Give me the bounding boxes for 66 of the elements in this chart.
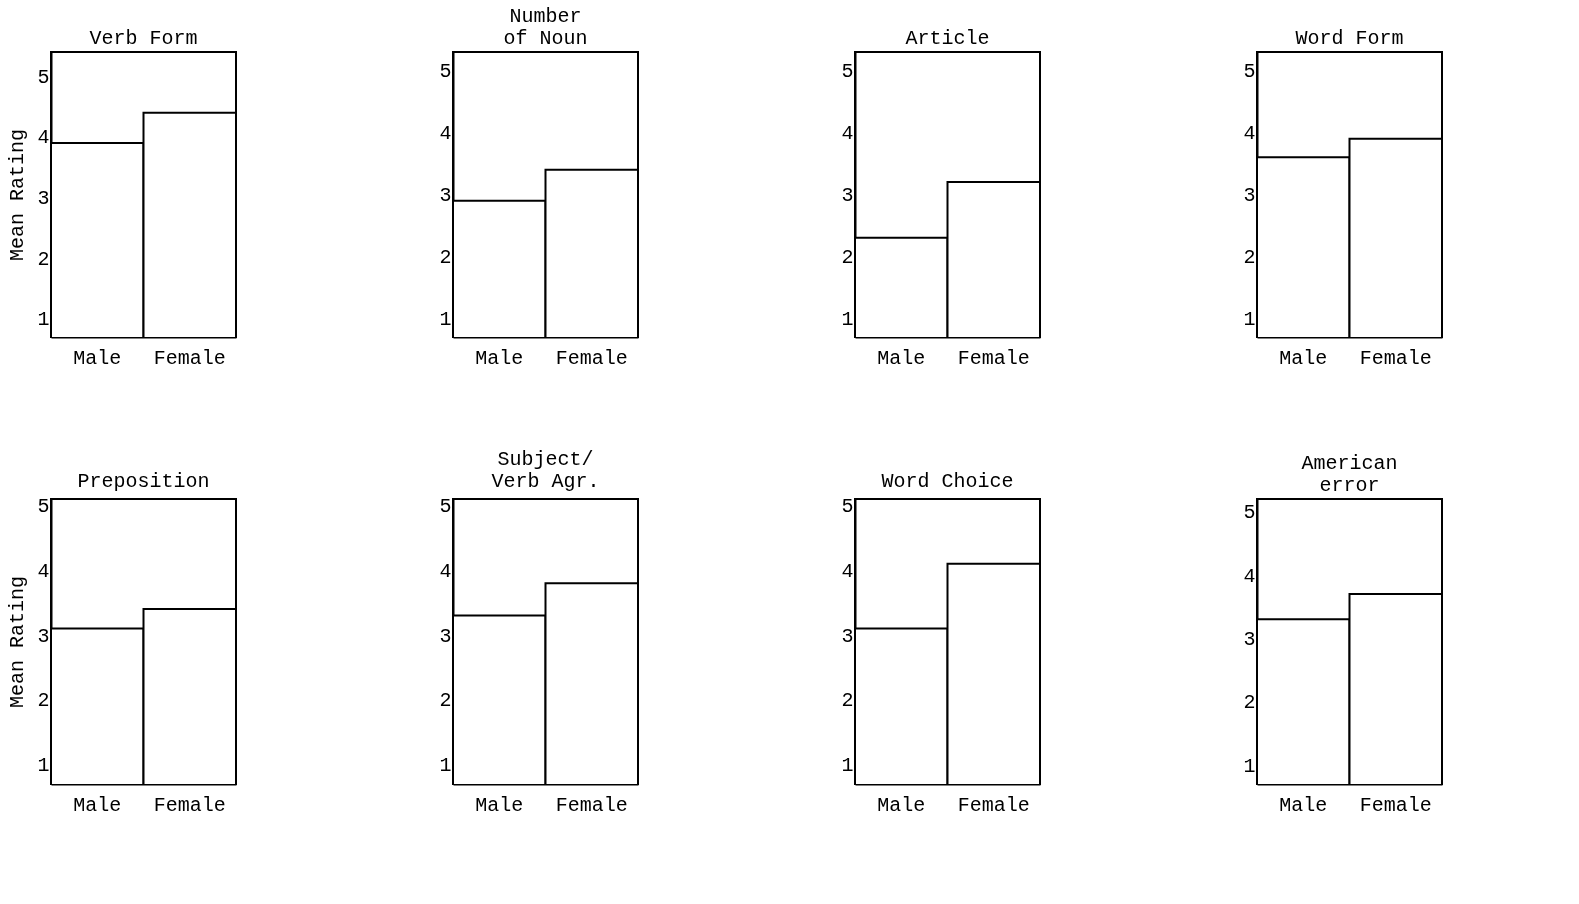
x-tick-label: Male bbox=[877, 793, 926, 817]
y-tick-label: 5 bbox=[1243, 60, 1256, 84]
y-tick-label: 3 bbox=[1243, 627, 1256, 651]
y-tick-label: 4 bbox=[1243, 564, 1256, 588]
x-tick-label: Male bbox=[73, 346, 122, 370]
y-tick-label: 5 bbox=[37, 65, 50, 89]
y-tick-label: 3 bbox=[37, 187, 50, 211]
y-tick-label: 4 bbox=[1243, 122, 1256, 146]
y-axis-title: Mean Rating bbox=[6, 128, 30, 262]
x-tick-label: Female bbox=[555, 346, 628, 370]
y-tick-label: 4 bbox=[37, 126, 50, 150]
x-tick-label: Female bbox=[555, 793, 628, 817]
y-tick-label: 4 bbox=[841, 122, 854, 146]
x-tick-label: Male bbox=[73, 793, 122, 817]
x-tick-label: Female bbox=[957, 346, 1030, 370]
y-tick-label: 4 bbox=[439, 122, 452, 146]
y-tick-label: 1 bbox=[37, 754, 50, 778]
x-tick-label: Female bbox=[1359, 793, 1432, 817]
y-tick-label: 2 bbox=[841, 689, 854, 713]
chart-title: American error bbox=[1301, 452, 1398, 497]
y-tick-label: 2 bbox=[37, 247, 50, 271]
y-tick-label: 2 bbox=[37, 689, 50, 713]
y-tick-label: 1 bbox=[1243, 307, 1256, 331]
x-tick-label: Male bbox=[1279, 793, 1328, 817]
x-tick-label: Female bbox=[153, 793, 226, 817]
y-tick-label: 5 bbox=[1243, 501, 1256, 525]
x-tick-label: Female bbox=[1359, 346, 1432, 370]
y-tick-label: 5 bbox=[439, 60, 452, 84]
y-tick-label: 3 bbox=[439, 624, 452, 648]
y-tick-label: 2 bbox=[439, 245, 452, 269]
y-tick-label: 4 bbox=[841, 559, 854, 583]
y-tick-label: 3 bbox=[439, 184, 452, 207]
x-tick-label: Female bbox=[153, 346, 226, 370]
y-tick-label: 1 bbox=[37, 308, 50, 332]
chart-title: Subject/ Verb Agr. bbox=[491, 448, 600, 494]
chart-title: Article bbox=[905, 27, 990, 50]
x-tick-label: Male bbox=[475, 346, 524, 370]
y-tick-label: 3 bbox=[1243, 184, 1256, 207]
y-tick-label: 5 bbox=[841, 60, 854, 84]
chart-title: Word Form bbox=[1295, 27, 1404, 50]
y-tick-label: 5 bbox=[841, 494, 854, 518]
y-tick-label: 2 bbox=[439, 689, 452, 713]
y-tick-label: 1 bbox=[439, 754, 452, 778]
y-tick-label: 5 bbox=[37, 494, 50, 518]
y-tick-label: 1 bbox=[1243, 754, 1256, 778]
y-axis-title: Mean Rating bbox=[6, 575, 30, 709]
chart-title: Verb Form bbox=[89, 27, 198, 50]
y-tick-label: 3 bbox=[841, 624, 854, 648]
y-tick-label: 3 bbox=[37, 624, 50, 648]
y-tick-label: 1 bbox=[439, 307, 452, 331]
chart-title: Number of Noun bbox=[503, 5, 588, 50]
y-tick-label: 5 bbox=[439, 494, 452, 518]
x-tick-label: Male bbox=[877, 346, 926, 370]
y-tick-label: 3 bbox=[841, 184, 854, 207]
chart-title: Preposition bbox=[77, 470, 210, 494]
y-tick-label: 2 bbox=[841, 245, 854, 269]
y-tick-label: 2 bbox=[1243, 245, 1256, 269]
y-tick-label: 1 bbox=[841, 307, 854, 331]
x-tick-label: Male bbox=[1279, 346, 1328, 370]
x-tick-label: Male bbox=[475, 793, 524, 817]
chart-title: Word Choice bbox=[881, 470, 1014, 494]
y-tick-label: 4 bbox=[37, 559, 50, 583]
y-tick-label: 4 bbox=[439, 559, 452, 583]
y-tick-label: 2 bbox=[1243, 691, 1256, 715]
x-tick-label: Female bbox=[957, 793, 1030, 817]
y-tick-label: 1 bbox=[841, 754, 854, 778]
